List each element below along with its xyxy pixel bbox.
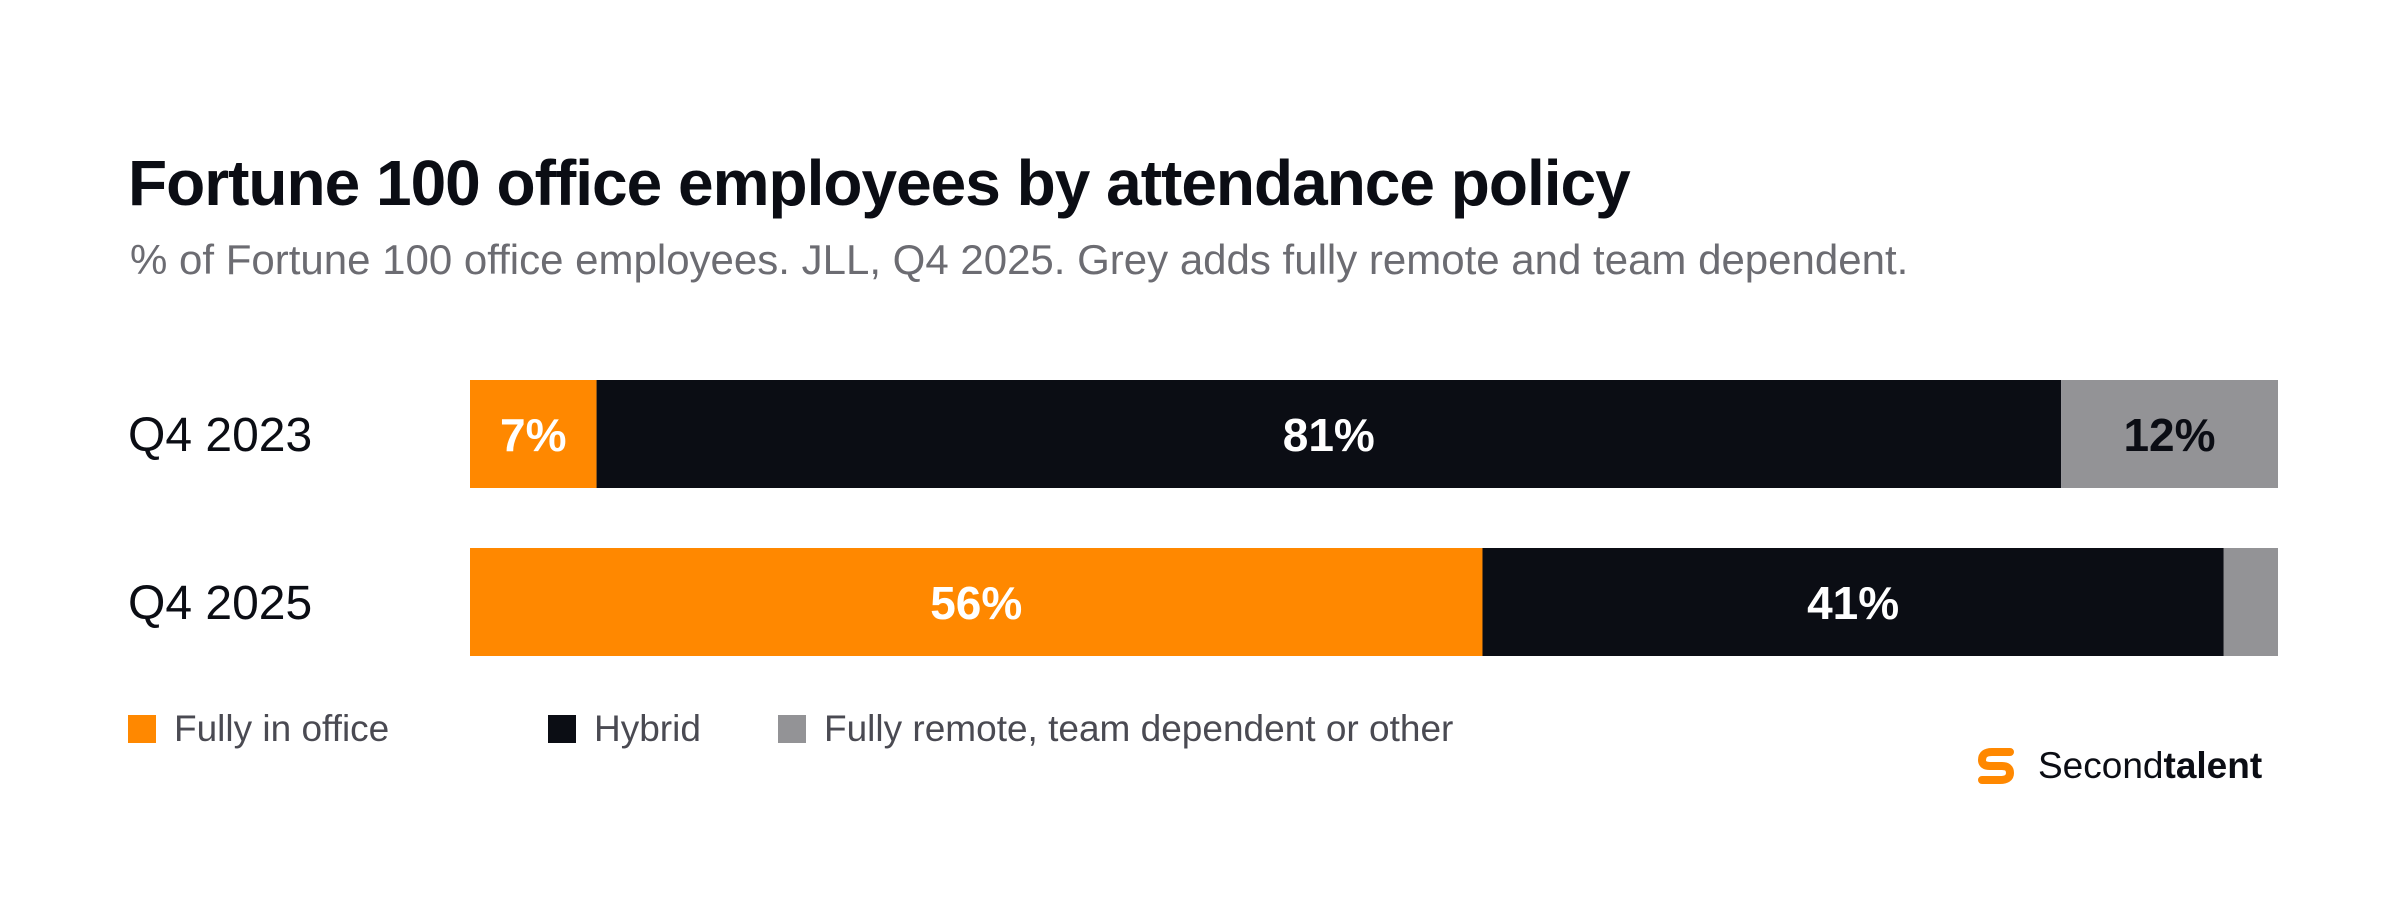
legend-swatch-fully-in-office (128, 715, 156, 743)
legend-swatch-fully-remote (778, 715, 806, 743)
bar-segment-q4-2025-series-2 (2223, 548, 2278, 656)
legend-item-fully-in-office: Fully in office (128, 704, 389, 754)
bar-segment-q4-2023-series-2 (2061, 380, 2278, 488)
chart-subtitle: % of Fortune 100 office employees. JLL, … (130, 236, 1909, 283)
bar-segment-q4-2025-series-0 (470, 548, 1483, 656)
data-label-q4-2025-series-0: 56% (930, 577, 1022, 629)
data-label-q4-2023-series-1: 81% (1283, 409, 1375, 461)
legend-item-fully-remote: Fully remote, team dependent or other (778, 704, 1453, 754)
secondtalent-logo-icon (1978, 748, 2014, 784)
category-label-q4-2025: Q4 2025 (128, 577, 312, 630)
legend-item-hybrid: Hybrid (548, 704, 701, 754)
legend-label-hybrid: Hybrid (594, 708, 701, 749)
legend-swatch-hybrid (548, 715, 576, 743)
chart-title: Fortune 100 office employees by attendan… (128, 147, 1631, 219)
bar-segment-q4-2023-series-1 (596, 380, 2062, 488)
brand-name: Secondtalent (2038, 745, 2262, 787)
brand-name-regular: Second (2038, 745, 2164, 786)
data-label-q4-2023-series-2: 12% (2123, 409, 2215, 461)
legend-label-fully-in-office: Fully in office (174, 708, 390, 749)
legend-label-fully-remote: Fully remote, team dependent or other (824, 708, 1454, 749)
bar-segment-q4-2025-series-1 (1482, 548, 2224, 656)
brand-name-bold: talent (2163, 745, 2263, 786)
data-label-q4-2025-series-1: 41% (1807, 577, 1899, 629)
category-label-q4-2023: Q4 2023 (128, 409, 312, 462)
brand-logo: Secondtalent (1970, 736, 2262, 796)
bar-segment-q4-2023-series-0 (470, 380, 597, 488)
data-label-q4-2023-series-0: 7% (500, 409, 566, 461)
